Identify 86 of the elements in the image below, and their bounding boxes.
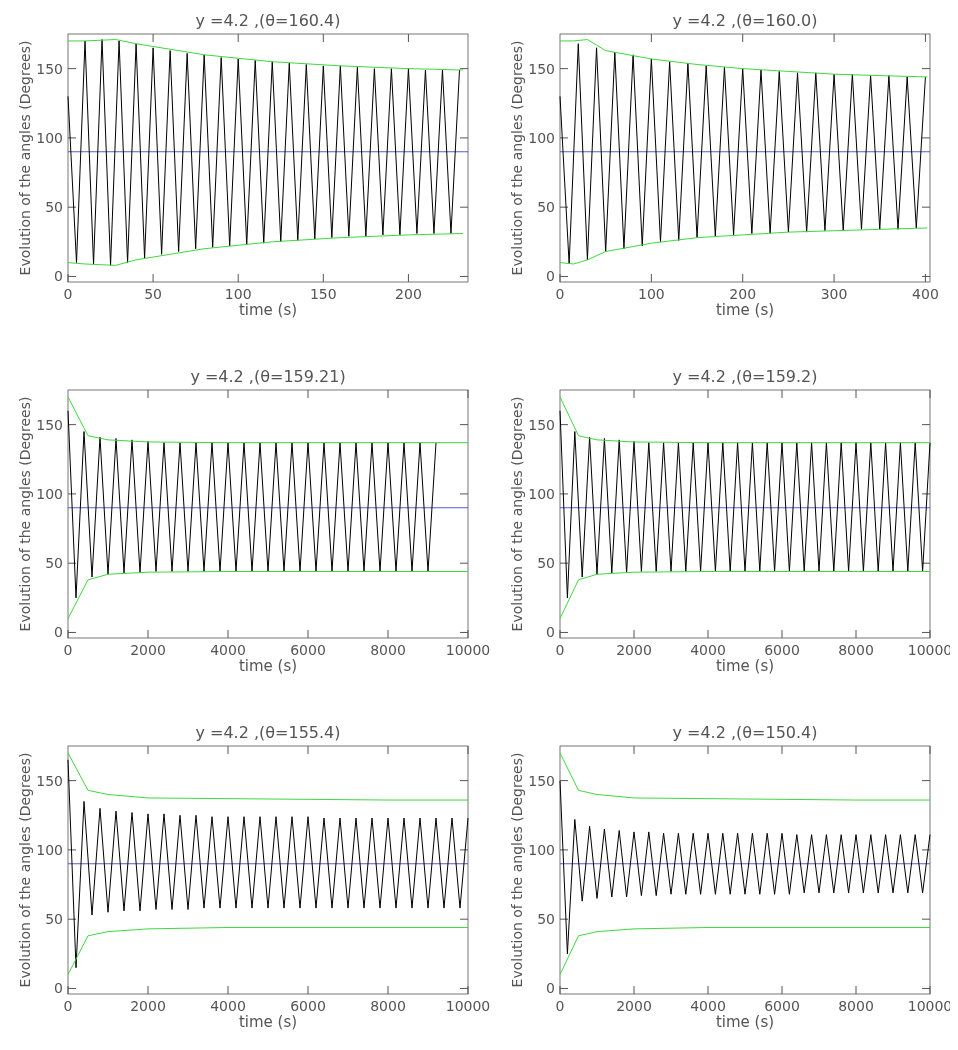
chart-title: y =4.2 ,(θ=160.4) [195,11,341,30]
line-series [67,39,460,266]
x-tick-label: 10000 [445,642,491,658]
x-axis-title: time (s) [238,657,298,675]
line-series [67,752,469,801]
line-series [559,927,931,976]
y-tick-label: 50 [45,199,63,216]
x-tick-label: 2000 [616,998,652,1014]
line-series [559,780,931,955]
x-tick-label: 100 [637,286,665,302]
x-tick-label: 2000 [616,642,652,658]
line-series [67,39,464,71]
x-tick-label: 10000 [445,998,491,1014]
chart-title: y =4.2 ,(θ=160.0) [672,11,818,30]
y-tick-label: 150 [528,772,555,789]
x-axis-title: time (s) [238,1013,298,1031]
y-tick-label: 50 [537,555,555,572]
y-tick-label: 100 [528,485,555,502]
line-series [67,233,464,266]
y-tick-label: 0 [546,624,555,641]
x-tick-label: 8000 [370,998,406,1014]
y-axis-title: Evolution of the angles (Degrees) [509,40,525,276]
y-tick-label: 0 [54,980,63,997]
x-axis-title: time (s) [715,301,775,319]
x-tick-label: 6000 [764,642,800,658]
x-tick-label: 8000 [838,998,874,1014]
x-tick-label: 8000 [838,642,874,658]
line-series [67,927,469,976]
y-axis-title: Evolution of the angles (Degrees) [17,752,33,988]
x-tick-label: 2000 [130,642,166,658]
x-tick-label: 200 [395,286,422,302]
x-tick-label: 8000 [370,642,406,658]
y-axis-title: Evolution of the angles (Degrees) [17,40,33,276]
y-tick-label: 100 [36,485,63,502]
x-tick-label: 400 [912,286,939,302]
line-series [559,227,928,265]
y-tick-label: 50 [45,911,63,928]
y-tick-label: 50 [537,199,555,216]
y-tick-label: 50 [45,555,63,572]
line-series [559,43,926,265]
y-axis-title: Evolution of the angles (Degrees) [17,396,33,632]
x-tick-label: 4000 [210,642,246,658]
line-series [559,571,931,620]
x-tick-label: 150 [309,286,337,302]
x-axis-title: time (s) [715,657,775,675]
chart-title: y =4.2 ,(θ=150.4) [672,723,818,742]
y-tick-label: 150 [36,416,63,433]
x-tick-label: 2000 [130,998,166,1014]
line-series [67,396,469,444]
y-tick-label: 150 [528,416,555,433]
x-tick-label: 6000 [290,642,326,658]
chart-title: y =4.2 ,(θ=155.4) [195,723,341,742]
line-series [67,410,437,599]
x-tick-label: 100 [224,286,252,302]
x-tick-label: 6000 [290,998,326,1014]
x-axis-title: time (s) [238,301,298,319]
chart-title: y =4.2 ,(θ=159.21) [190,367,346,386]
x-tick-label: 200 [729,286,757,302]
y-tick-label: 150 [36,60,63,77]
line-series [67,759,469,969]
x-tick-label: 4000 [690,642,726,658]
y-tick-label: 150 [528,60,555,77]
chart-title: y =4.2 ,(θ=159.2) [672,367,818,386]
y-tick-label: 100 [528,129,555,146]
y-axis-title: Evolution of the angles (Degrees) [509,752,525,988]
y-tick-label: 150 [36,772,63,789]
line-series [559,39,928,78]
x-tick-label: 6000 [764,998,800,1014]
x-tick-label: 4000 [690,998,726,1014]
y-tick-label: 100 [36,841,63,858]
y-tick-label: 100 [36,129,63,146]
line-series [559,396,931,444]
line-series [559,752,931,801]
x-tick-label: 300 [820,286,848,302]
x-tick-label: 50 [144,286,163,302]
y-tick-label: 0 [54,268,63,285]
y-tick-label: 100 [528,841,555,858]
y-tick-label: 0 [546,268,555,285]
x-axis-title: time (s) [715,1013,775,1031]
y-tick-label: 0 [54,624,63,641]
line-series [559,410,931,599]
x-tick-label: 4000 [210,998,246,1014]
y-tick-label: 0 [546,980,555,997]
line-series [67,571,469,620]
y-tick-label: 50 [537,911,555,928]
y-axis-title: Evolution of the angles (Degrees) [509,396,525,632]
